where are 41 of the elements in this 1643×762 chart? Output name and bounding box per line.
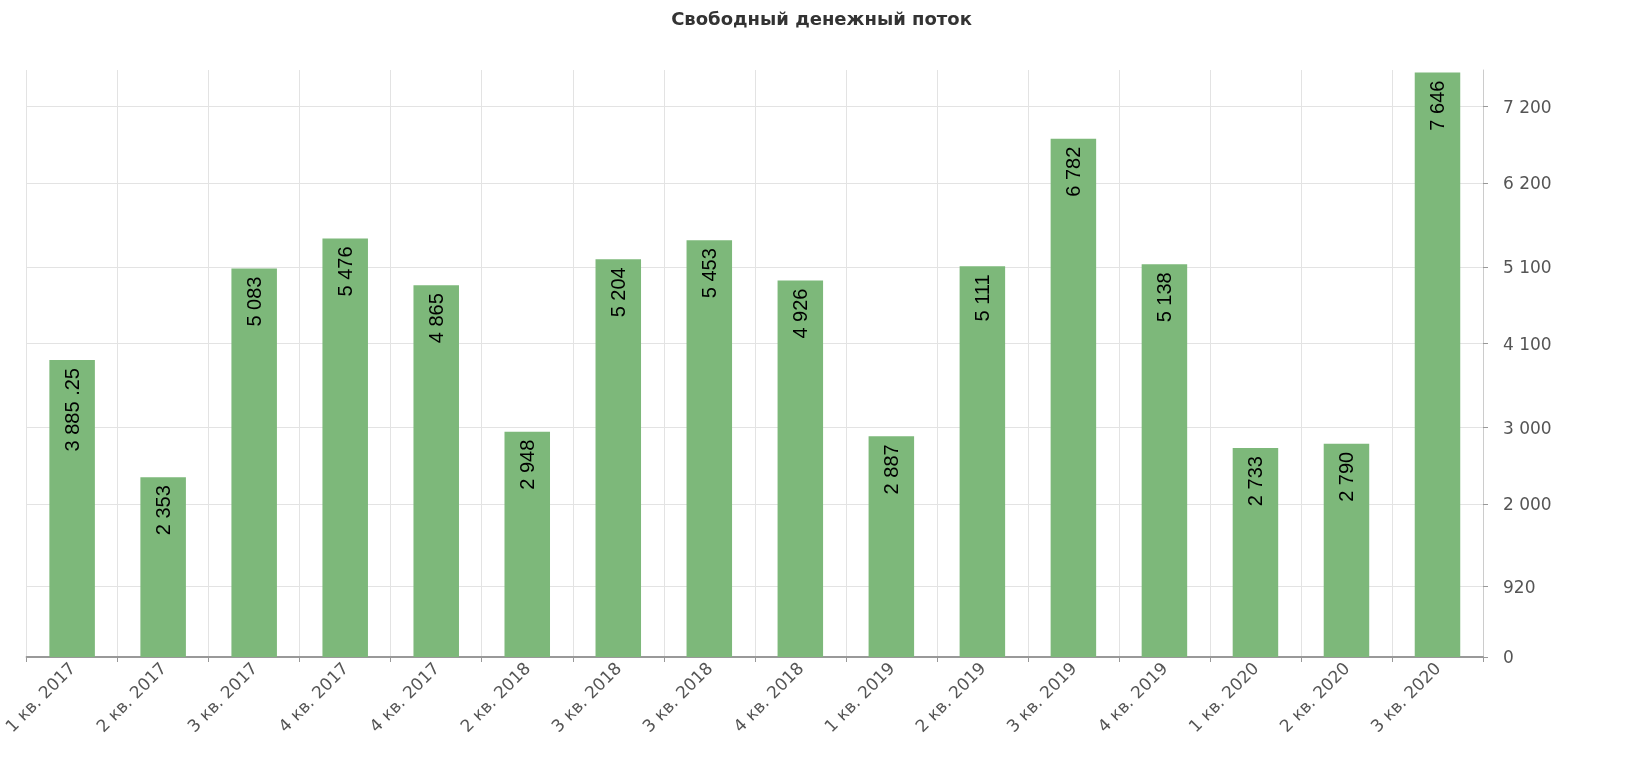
data-label: 3 885 .25 (61, 368, 84, 452)
data-label: 5 083 (243, 276, 266, 327)
y-tick-label: 5 100 (1503, 257, 1552, 278)
bar (1050, 138, 1097, 657)
data-label: 5 453 (698, 248, 721, 299)
data-label: 2 733 (1244, 456, 1267, 507)
bar (595, 259, 642, 657)
data-label: 2 887 (880, 444, 903, 495)
bar (504, 431, 551, 657)
bar (1414, 72, 1461, 657)
bar (1141, 264, 1188, 657)
y-tick-label: 6 200 (1503, 173, 1552, 194)
y-tick-label: 4 100 (1503, 333, 1552, 354)
bar (868, 436, 915, 657)
bar (1232, 448, 1279, 657)
y-tick-label: 2 000 (1503, 494, 1552, 515)
data-label: 7 646 (1426, 80, 1449, 131)
data-label: 4 926 (789, 288, 812, 339)
bar (686, 240, 733, 657)
bar (777, 280, 824, 657)
data-label: 5 111 (971, 274, 994, 322)
data-label: 6 782 (1062, 146, 1085, 197)
y-tick-label: 0 (1503, 647, 1514, 667)
y-tick-label: 7 200 (1503, 96, 1552, 117)
bar (1323, 443, 1370, 657)
data-label: 4 865 (425, 293, 448, 344)
data-label: 2 948 (516, 439, 539, 490)
bar (49, 360, 95, 657)
bar (140, 477, 186, 657)
data-label: 2 790 (1335, 451, 1358, 502)
bar (322, 238, 368, 657)
bar (959, 266, 1006, 657)
data-label: 5 204 (607, 267, 630, 318)
chart-title: Свободный денежный поток (671, 7, 972, 29)
data-label: 5 138 (1153, 272, 1176, 323)
bar (413, 285, 459, 657)
bar (231, 268, 277, 657)
data-label: 5 476 (334, 246, 357, 297)
data-label: 2 353 (152, 485, 175, 536)
y-tick-label: 3 000 (1503, 417, 1552, 438)
y-tick-label: 920 (1503, 576, 1536, 597)
